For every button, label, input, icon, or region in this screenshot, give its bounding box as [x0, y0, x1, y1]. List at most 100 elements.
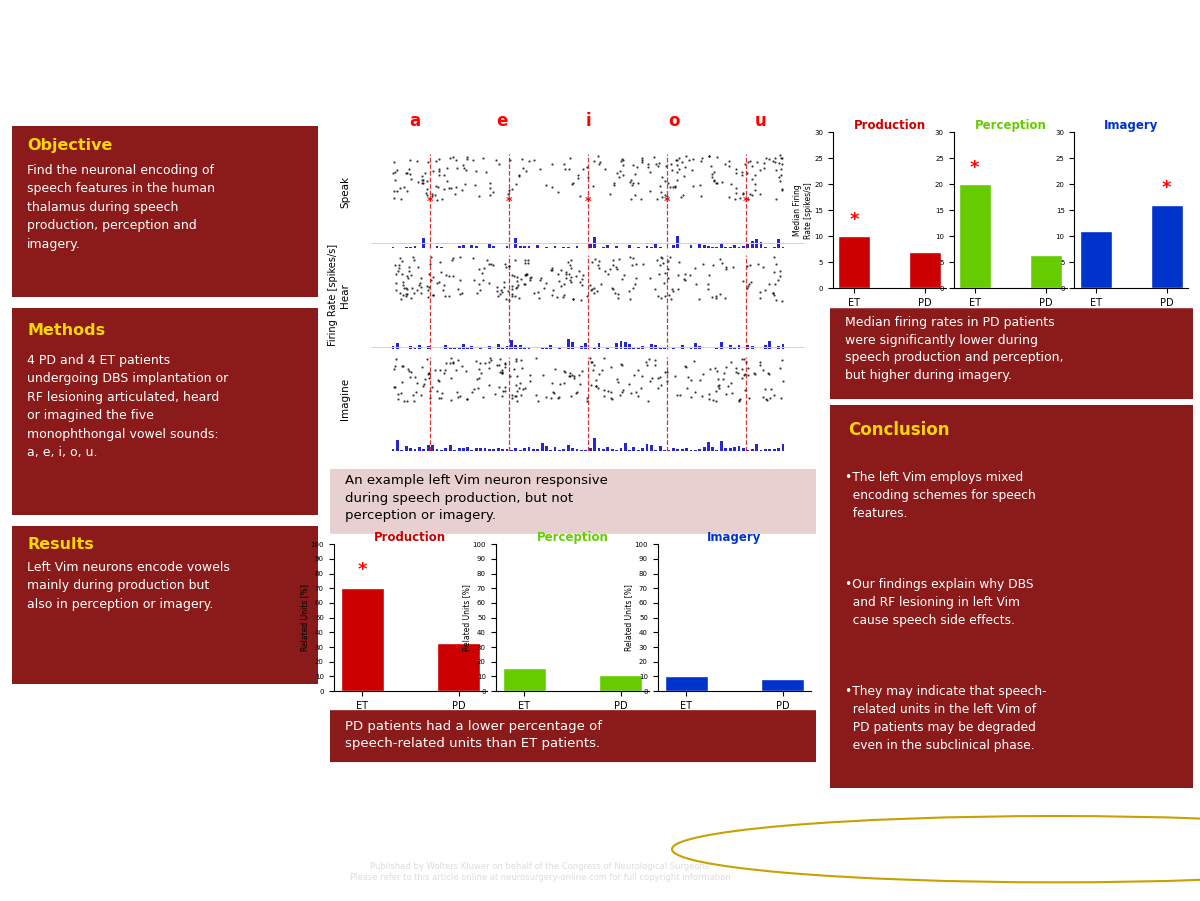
Point	[442, 180, 461, 195]
Point	[632, 369, 652, 384]
Point	[766, 163, 785, 177]
Point	[524, 286, 544, 300]
Text: •They may indicate that speech-
  related units in the left Vim of
  PD patients: •They may indicate that speech- related …	[845, 685, 1046, 752]
Point	[556, 365, 575, 379]
Point	[754, 363, 773, 378]
Point	[667, 172, 686, 187]
Point	[396, 289, 415, 304]
Point	[660, 288, 679, 303]
Point	[499, 187, 518, 201]
Point	[732, 362, 751, 377]
Point	[606, 259, 625, 274]
Point	[488, 379, 508, 394]
Bar	[606, 347, 610, 350]
Point	[751, 290, 770, 305]
Bar	[733, 245, 736, 249]
Text: i: i	[586, 113, 590, 131]
Point	[562, 177, 581, 191]
Point	[479, 355, 498, 369]
Point	[386, 267, 406, 281]
Bar	[589, 448, 592, 450]
Point	[649, 268, 668, 282]
Point	[506, 281, 526, 296]
Point	[588, 284, 607, 298]
Point	[466, 164, 485, 178]
Point	[733, 274, 752, 288]
Bar	[738, 447, 740, 450]
Text: *: *	[664, 196, 670, 208]
Bar	[773, 449, 775, 450]
Point	[500, 183, 520, 197]
Point	[571, 292, 590, 306]
Point	[421, 257, 440, 271]
Point	[760, 367, 779, 381]
Point	[755, 160, 774, 175]
Point	[386, 276, 406, 290]
Point	[766, 277, 785, 291]
Point	[706, 360, 725, 375]
Bar	[584, 343, 587, 350]
Bar	[611, 449, 613, 450]
Point	[694, 367, 713, 381]
Point	[475, 356, 494, 370]
Point	[528, 285, 547, 299]
Bar	[589, 244, 592, 249]
Point	[488, 280, 508, 295]
Point	[542, 179, 562, 194]
Point	[626, 257, 646, 271]
Point	[772, 161, 791, 176]
Point	[506, 389, 526, 404]
Point	[400, 162, 419, 177]
Point	[508, 273, 527, 287]
Point	[685, 260, 704, 275]
Point	[623, 176, 642, 190]
Bar	[436, 247, 438, 249]
Point	[548, 390, 568, 405]
Bar	[728, 449, 732, 450]
Bar	[558, 348, 560, 350]
Point	[421, 272, 440, 287]
Point	[661, 157, 680, 171]
Bar	[414, 246, 416, 249]
Point	[469, 362, 488, 377]
Point	[512, 360, 532, 375]
Point	[742, 159, 761, 174]
Point	[653, 251, 672, 266]
Point	[428, 373, 448, 387]
Point	[442, 370, 461, 385]
Point	[726, 180, 745, 195]
Text: PD patients had a lower percentage of
speech-related units than ET patients.: PD patients had a lower percentage of sp…	[344, 720, 601, 751]
Point	[521, 273, 540, 287]
Point	[409, 278, 428, 292]
Bar	[733, 447, 736, 450]
Point	[534, 280, 553, 295]
Point	[703, 258, 722, 272]
Point	[436, 356, 455, 370]
Point	[500, 153, 520, 168]
Point	[637, 355, 656, 369]
Point	[604, 282, 623, 296]
Bar	[553, 447, 557, 450]
Point	[554, 287, 574, 302]
Point	[760, 152, 779, 167]
FancyBboxPatch shape	[6, 523, 324, 687]
Point	[740, 154, 760, 168]
Bar	[664, 349, 666, 350]
Point	[661, 292, 680, 306]
Point	[623, 159, 642, 173]
Point	[574, 268, 593, 282]
Point	[583, 178, 602, 193]
Point	[736, 157, 755, 171]
Point	[400, 259, 419, 274]
Point	[737, 281, 756, 296]
Point	[448, 160, 467, 175]
Point	[418, 283, 437, 297]
Point	[570, 188, 589, 203]
Point	[652, 378, 671, 392]
Point	[607, 166, 626, 180]
Point	[577, 391, 596, 405]
Point	[492, 366, 511, 380]
Point	[613, 153, 632, 168]
Point	[692, 388, 712, 403]
Point	[584, 358, 604, 372]
